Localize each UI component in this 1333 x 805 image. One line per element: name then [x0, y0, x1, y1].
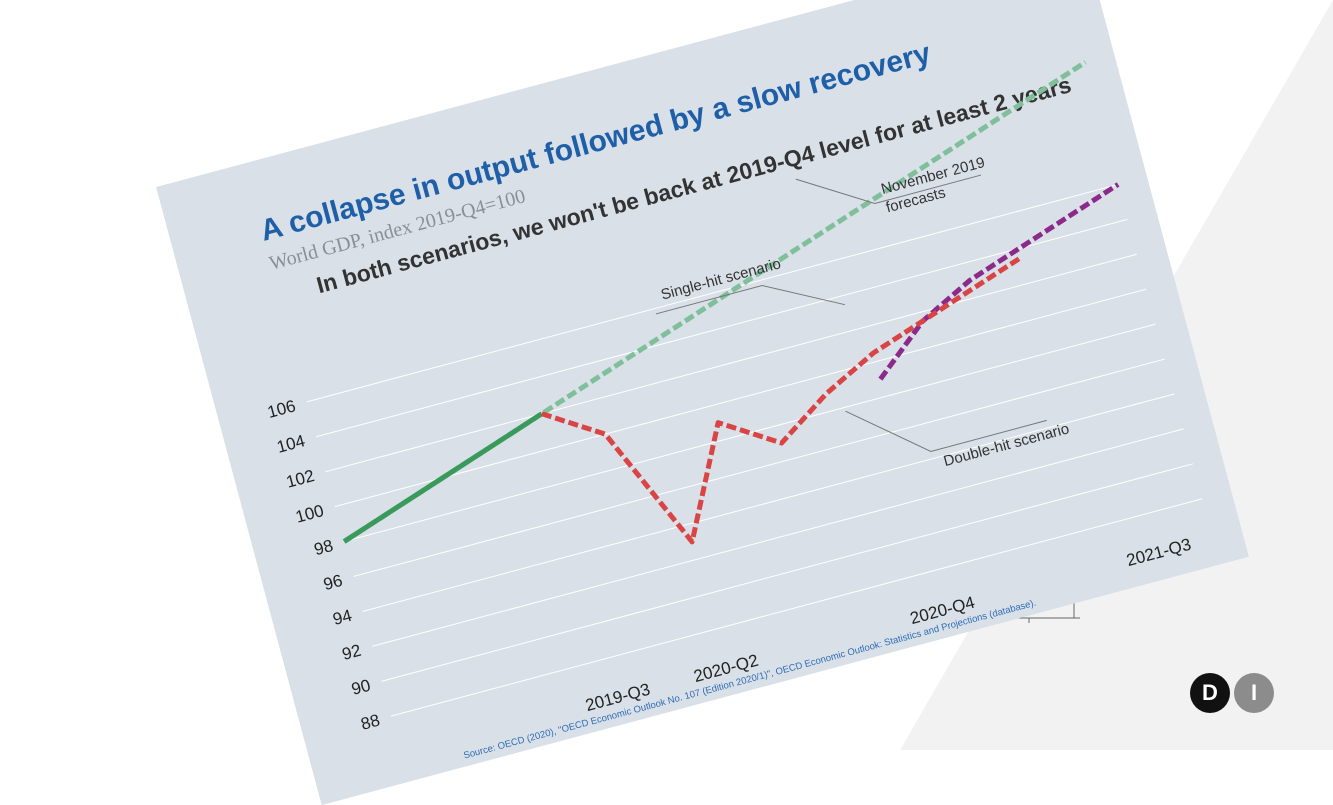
annotation-leader-forecast	[795, 174, 982, 205]
grid-line	[381, 463, 1194, 682]
y-tick-label: 90	[349, 676, 372, 699]
grid-line	[344, 323, 1156, 543]
grid-lines	[306, 183, 1203, 717]
y-tick-label: 96	[321, 571, 344, 594]
gdp-line-chart: A collapse in output followed by a slow …	[156, 0, 1249, 805]
actual-series-line	[342, 411, 544, 544]
chart-background	[156, 0, 1249, 805]
annotation-leader-single	[655, 284, 846, 315]
chart-card: A collapse in output followed by a slow …	[156, 0, 1249, 805]
grid-line	[315, 218, 1128, 438]
logo-i: I	[1234, 673, 1274, 713]
double-hit-series-line	[541, 254, 1023, 545]
grid-line	[353, 358, 1166, 577]
y-tick-label: 88	[359, 711, 382, 734]
y-tick-label: 94	[331, 606, 354, 629]
grid-line	[362, 393, 1175, 612]
grid-line	[306, 183, 1119, 403]
single-hit-series-line	[878, 182, 1120, 381]
grid-line	[334, 288, 1147, 508]
grid-line	[325, 253, 1137, 473]
logo-d: D	[1190, 673, 1230, 713]
annotation-leader-double	[845, 410, 1047, 452]
series-lines	[342, 60, 1120, 545]
grid-line	[372, 428, 1184, 647]
y-tick-label: 92	[340, 641, 363, 664]
grid-line	[390, 498, 1203, 717]
y-tick-label: 98	[312, 536, 335, 559]
